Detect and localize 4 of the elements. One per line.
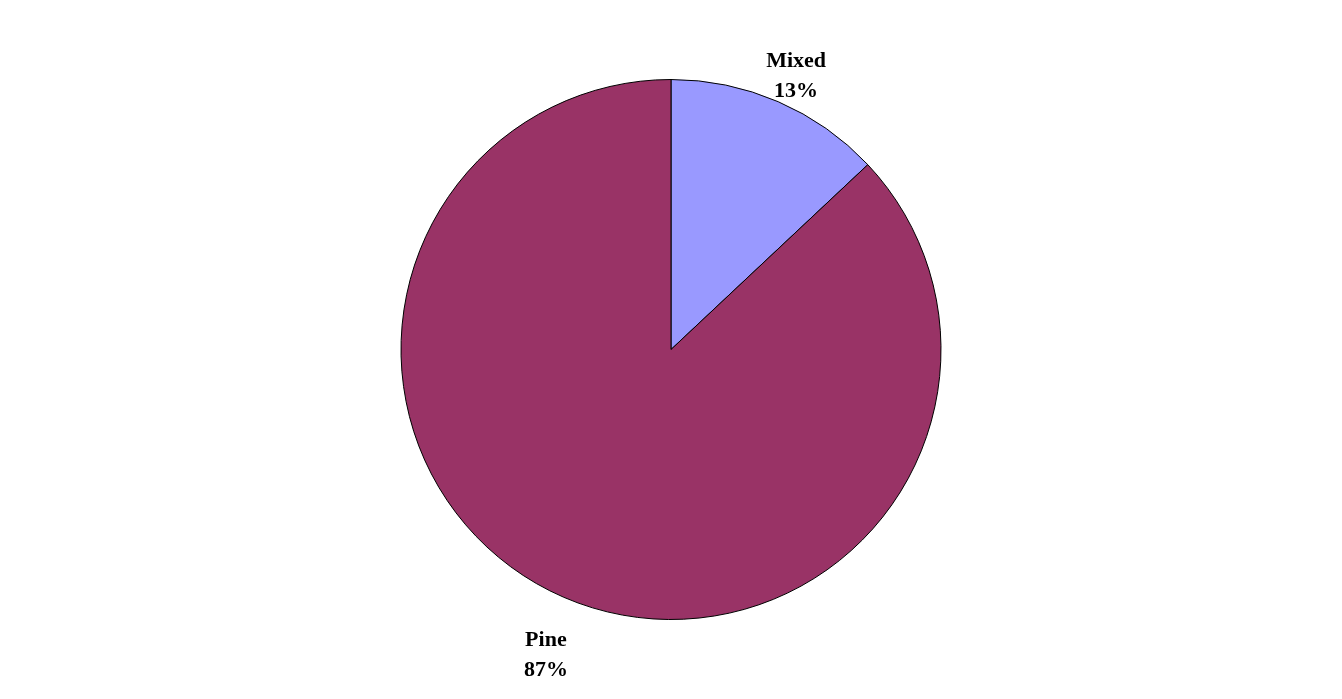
data-label: 87% bbox=[523, 655, 568, 681]
slice-label: Mixed bbox=[766, 47, 827, 73]
slice-label: Pine bbox=[525, 625, 567, 651]
data-label: 13% bbox=[774, 77, 819, 103]
